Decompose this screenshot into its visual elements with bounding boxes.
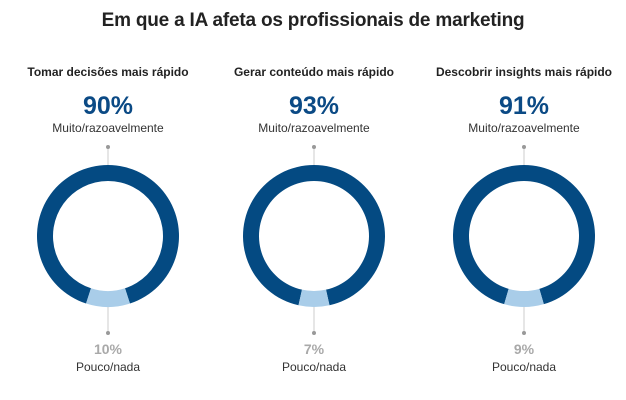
major-percentage: 90% xyxy=(82,92,134,120)
donut-chart xyxy=(243,145,385,335)
major-percentage: 93% xyxy=(288,92,340,120)
donut-panel-insights: Descobrir insights mais rápido 91% Muito… xyxy=(419,0,626,400)
minor-label: Pouco/nada xyxy=(281,360,347,374)
major-label: Muito/razoavelmente xyxy=(468,121,580,135)
donut-slice-minor xyxy=(298,289,330,307)
donut-slice-minor xyxy=(504,288,544,307)
panel-title: Descobrir insights mais rápido xyxy=(435,65,613,79)
minor-percentage: 10% xyxy=(93,341,123,357)
connector-dot-bottom xyxy=(522,331,526,335)
minor-percentage: 7% xyxy=(303,341,325,357)
donut-panel-content: Gerar conteúdo mais rápido 93% Muito/raz… xyxy=(209,0,419,400)
minor-label: Pouco/nada xyxy=(75,360,141,374)
major-label: Muito/razoavelmente xyxy=(52,121,164,135)
minor-percentage: 9% xyxy=(513,341,535,357)
connector-dot-bottom xyxy=(312,331,316,335)
donut-chart xyxy=(36,145,179,335)
major-percentage: 91% xyxy=(498,92,550,120)
minor-label: Pouco/nada xyxy=(491,360,557,374)
donut-chart xyxy=(453,145,595,335)
donut-slice-major xyxy=(453,165,595,305)
connector-dot-top xyxy=(312,145,316,149)
panel-title: Tomar decisões mais rápido xyxy=(27,65,189,79)
connector-dot-top xyxy=(106,145,110,149)
donut-slice-major xyxy=(36,165,179,304)
donut-panel-decisions: Tomar decisões mais rápido 90% Muito/raz… xyxy=(3,0,213,400)
connector-dot-top xyxy=(522,145,526,149)
connector-dot-bottom xyxy=(106,331,110,335)
donut-slice-major xyxy=(243,165,385,306)
major-label: Muito/razoavelmente xyxy=(258,121,370,135)
chart-title: Em que a IA afeta os profissionais de ma… xyxy=(101,10,525,31)
donut-slice-minor xyxy=(86,288,130,307)
panel-title: Gerar conteúdo mais rápido xyxy=(233,65,395,79)
